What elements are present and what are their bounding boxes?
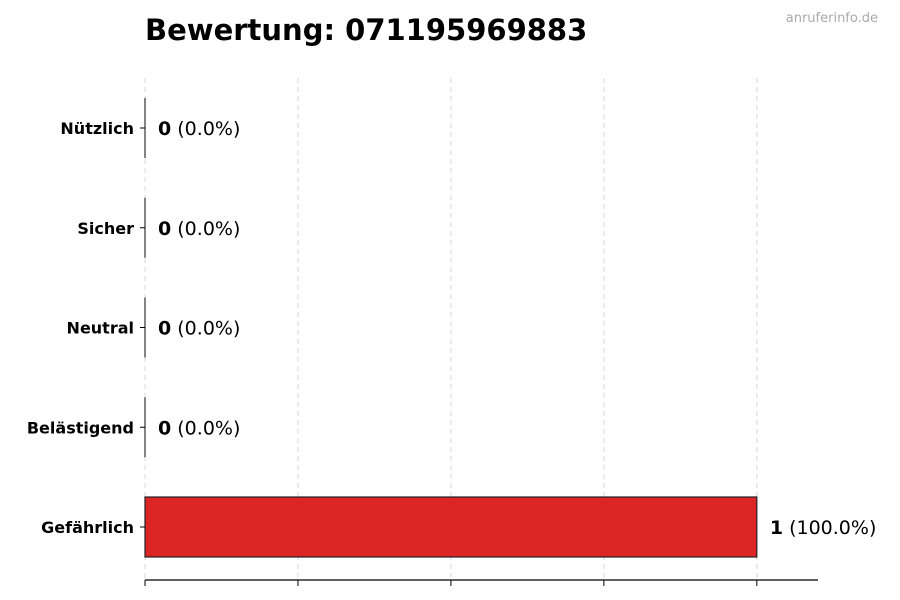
chart-title: Bewertung: 071195969883 <box>145 13 587 47</box>
data-label-count: 1 <box>770 517 783 539</box>
data-label: 0 (0.0%) <box>158 318 240 340</box>
data-label-count: 0 <box>158 118 171 140</box>
data-label: 0 (0.0%) <box>158 218 240 240</box>
data-label-percent: (0.0%) <box>171 417 240 439</box>
y-tick-label: Belästigend <box>27 418 134 437</box>
y-tick-label: Neutral <box>67 319 134 338</box>
data-label-count: 0 <box>158 318 171 340</box>
data-label: 0 (0.0%) <box>158 118 240 140</box>
y-tick-label: Nützlich <box>60 119 134 138</box>
watermark: anruferinfo.de <box>786 11 878 26</box>
data-label-percent: (100.0%) <box>783 517 876 539</box>
y-tick-label: Sicher <box>77 219 134 238</box>
data-label-count: 0 <box>158 218 171 240</box>
data-label-count: 0 <box>158 417 171 439</box>
data-label: 0 (0.0%) <box>158 417 240 439</box>
data-label: 1 (100.0%) <box>770 517 877 539</box>
y-tick-label: Gefährlich <box>41 518 134 537</box>
data-label-percent: (0.0%) <box>171 318 240 340</box>
data-label-percent: (0.0%) <box>171 118 240 140</box>
data-label-percent: (0.0%) <box>171 218 240 240</box>
bar <box>144 496 758 558</box>
